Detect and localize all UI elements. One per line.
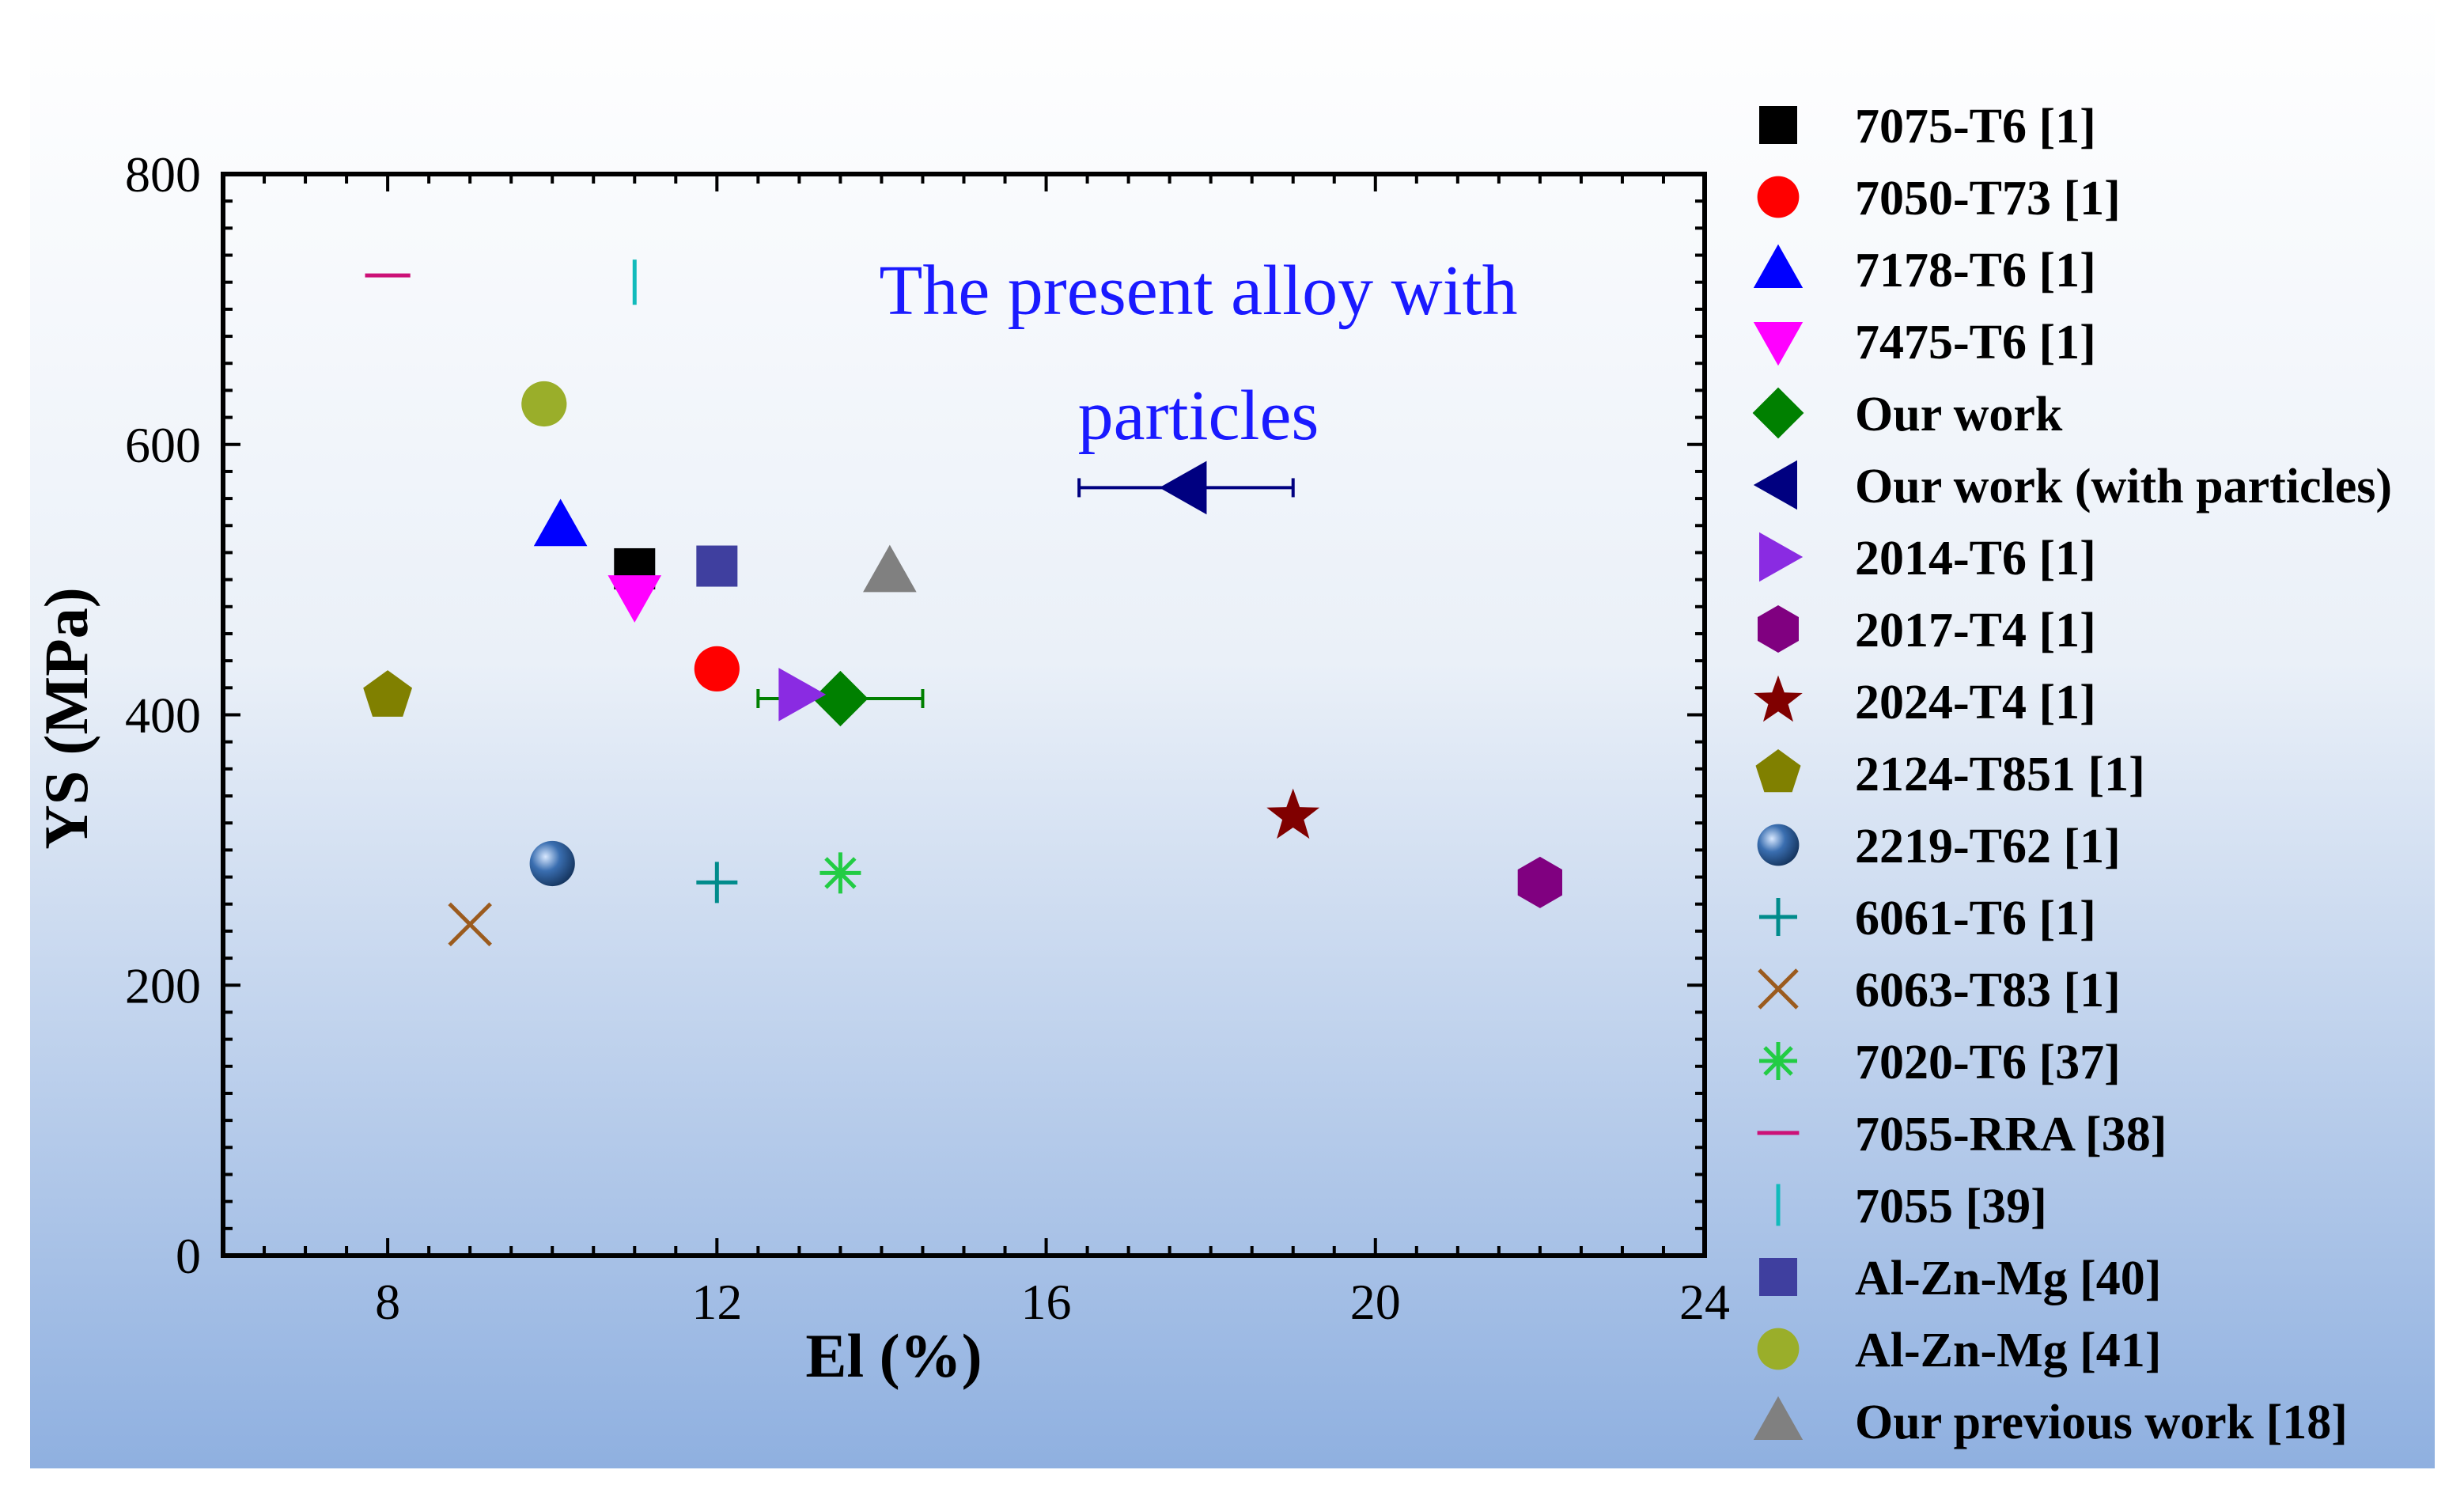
legend-label: 2014-T6 [1] [1855,532,2096,585]
legend-marker-11 [1757,824,1800,866]
data-point-9 [1266,788,1320,839]
legend-marker-9 [1754,675,1803,722]
data-point-6 [1159,460,1207,515]
legend-marker-7 [1759,532,1804,582]
data-point-13 [448,902,492,947]
legend-marker-18 [1757,1328,1800,1370]
legend-label: 2024-T4 [1] [1855,676,2096,729]
data-point-14 [819,852,861,894]
legend-marker-3 [1753,244,1804,288]
data-point-2 [694,646,740,692]
legend-marker-1 [1759,106,1797,144]
legend-marker-14 [1759,1042,1797,1080]
data-point-3 [533,498,588,547]
legend-label: 7050-T73 [1] [1855,172,2121,225]
x-axis-label: El (%) [805,1321,982,1390]
legend-marker-5 [1752,387,1804,439]
y-tick-label: 200 [125,957,201,1013]
annotation-line-1: The present alloy with [879,252,1517,330]
legend-label: 7178-T6 [1] [1855,244,2096,297]
legend-marker-2 [1757,176,1800,218]
x-tick-label: 24 [1679,1274,1730,1330]
x-tick-label: 8 [375,1274,400,1330]
legend-marker-12 [1759,898,1797,936]
legend-label: Al-Zn-Mg [40] [1855,1252,2161,1305]
data-point-19 [863,544,917,593]
y-tick-label: 400 [125,688,201,744]
y-tick-label: 600 [125,417,201,473]
legend-marker-19 [1753,1396,1804,1440]
legend-label: 7055-RRA [38] [1855,1108,2167,1161]
legend-label: 7020-T6 [37] [1855,1036,2121,1089]
x-tick-label: 12 [691,1274,742,1330]
data-point-5 [812,670,869,727]
legend-marker-6 [1753,460,1797,510]
legend-marker-10 [1755,749,1801,793]
legend-label: 6063-T83 [1] [1855,964,2121,1017]
legend-marker-8 [1758,605,1799,653]
legend-label: 7475-T6 [1] [1855,316,2096,369]
annotation-line-2: particles [1078,377,1319,455]
x-tick-label: 20 [1350,1274,1401,1330]
chart-background [30,0,2435,1468]
data-point-8 [1517,856,1562,908]
y-axis-label: YS (MPa) [32,587,100,849]
y-tick-label: 0 [176,1228,201,1284]
data-point-12 [696,862,738,904]
y-tick-label: 800 [125,146,201,203]
legend-marker-13 [1758,968,1799,1010]
data-point-10 [363,670,412,717]
data-point-18 [521,381,567,427]
legend-label: 2219-T62 [1] [1855,820,2121,873]
legend-label: 2017-T4 [1] [1855,604,2096,657]
legend-label: Our work (with particles) [1855,460,2392,513]
data-point-11 [529,840,575,887]
x-tick-label: 16 [1021,1274,1072,1330]
data-point-4 [607,575,662,623]
data-point-17 [696,545,738,587]
legend-label: 7055 [39] [1855,1180,2047,1233]
legend-label: 7075-T6 [1] [1855,100,2096,153]
legend-label: 6061-T6 [1] [1855,892,2096,945]
legend-label: Al-Zn-Mg [41] [1855,1324,2161,1377]
legend-label: Our previous work [18] [1855,1396,2348,1449]
data-point-7 [778,668,827,722]
legend-marker-17 [1759,1258,1797,1296]
legend-label: 2124-T851 [1] [1855,748,2145,801]
legend-marker-4 [1753,322,1804,366]
legend-label: Our work [1855,388,2063,441]
